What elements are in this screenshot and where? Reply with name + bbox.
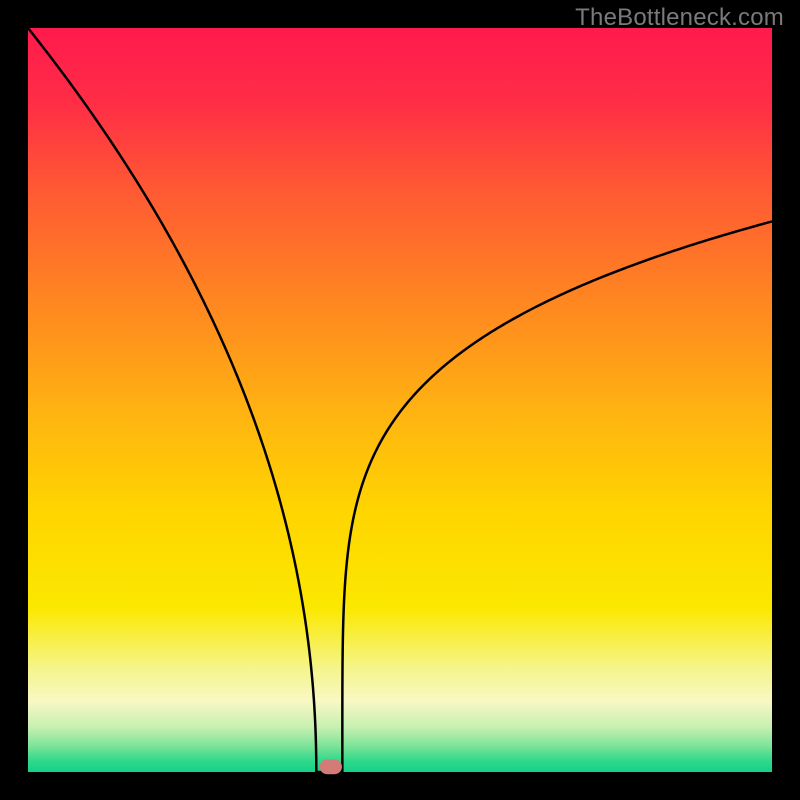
bottleneck-chart	[0, 0, 800, 800]
chart-frame: TheBottleneck.com	[0, 0, 800, 800]
watermark-text: TheBottleneck.com	[575, 4, 784, 32]
optimal-point-marker	[320, 759, 342, 774]
plot-background	[28, 28, 772, 772]
